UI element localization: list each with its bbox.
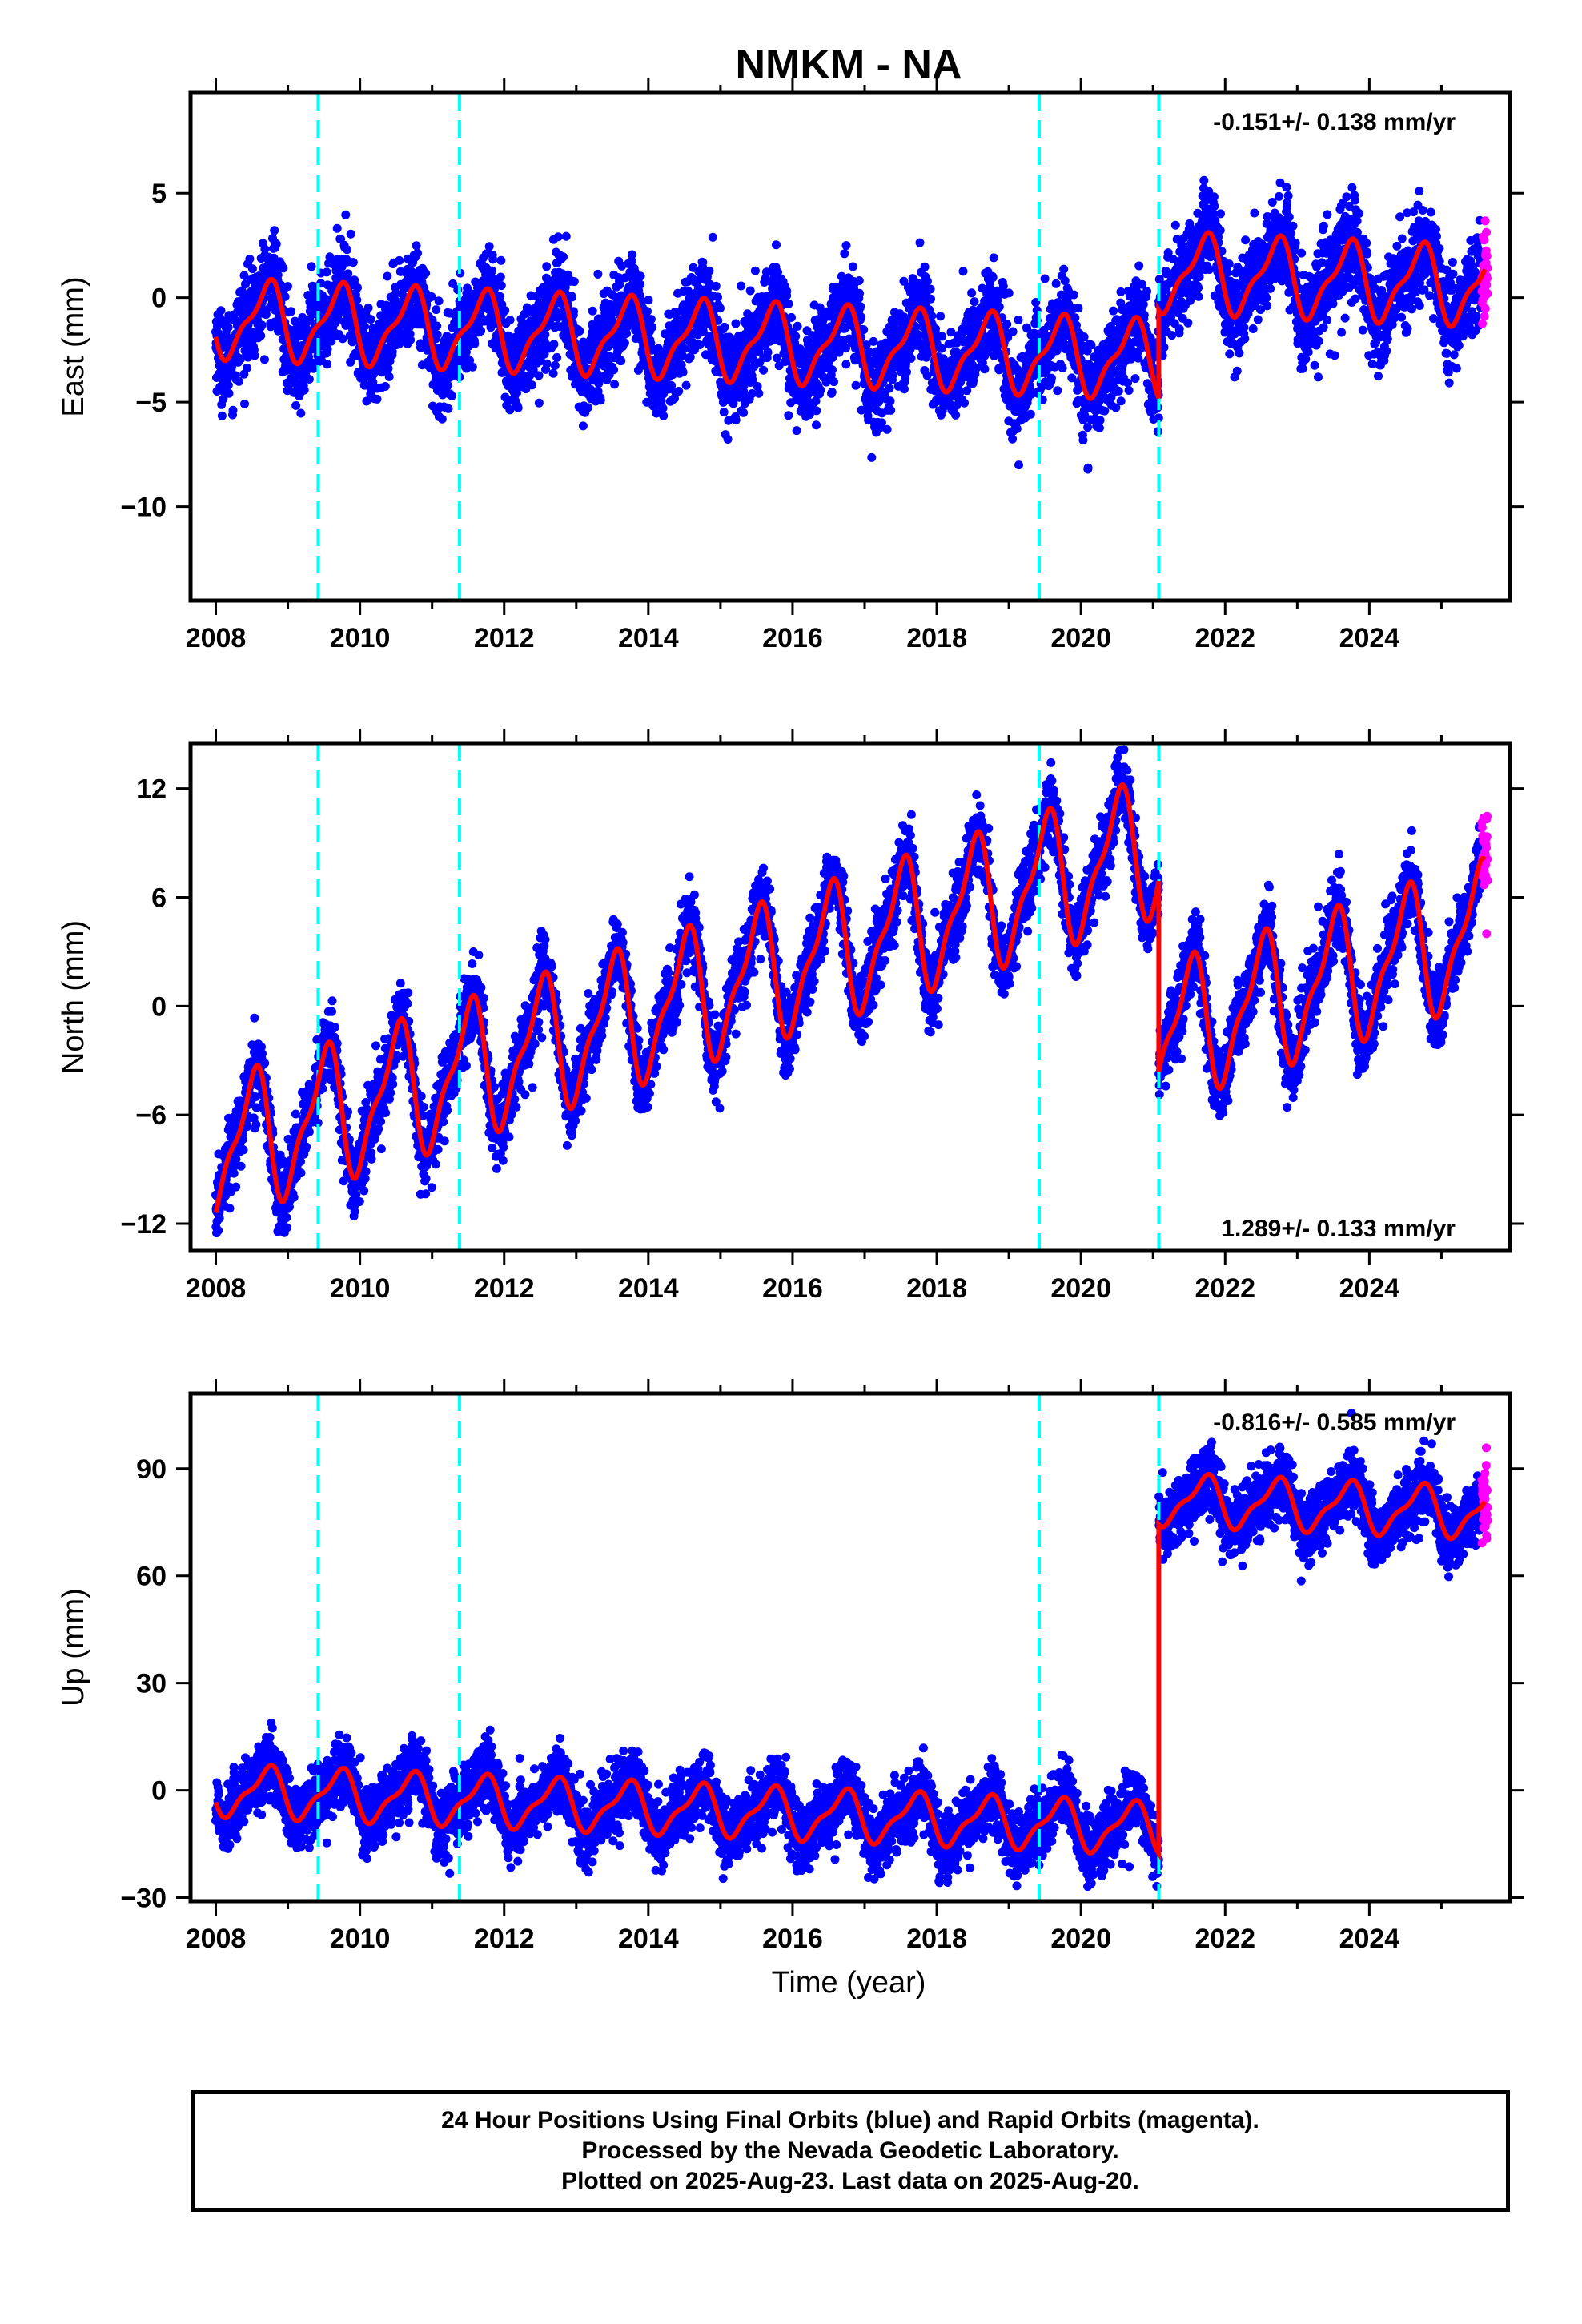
y-tick-label: −6	[135, 1100, 167, 1131]
panel-up: 2008 2010 2012 2014 2016 2018 2020 2022 2024 −30 0…	[57, 1379, 1524, 1954]
y-tick-label: 30	[136, 1669, 167, 1699]
y-tick-label: 12	[136, 774, 167, 805]
x-tick-label: 2016	[762, 1924, 823, 1954]
rate-label: 1.289+/- 0.133 mm/yr	[1221, 1216, 1456, 1242]
model-fit-line	[213, 230, 1488, 401]
final-orbit-points	[211, 1409, 1492, 1892]
y-tick-label: 0	[151, 1776, 167, 1807]
rate-label: -0.816+/- 0.585 mm/yr	[1213, 1409, 1456, 1436]
x-tick-label: 2022	[1195, 623, 1255, 653]
x-axis-label: Time (year)	[772, 1966, 926, 2000]
footer-line-2: Processed by the Nevada Geodetic Laborat…	[581, 2137, 1119, 2164]
x-tick-label: 2008	[186, 1924, 247, 1954]
x-tick-label: 2020	[1050, 623, 1111, 653]
final-orbit-scatter	[211, 745, 1486, 1238]
x-tick-label: 2010	[330, 623, 391, 653]
x-tick-label: 2014	[618, 1273, 679, 1304]
panel-north: 2008 2010 2012 2014 2016 2018 2020 2022 2024 −12 −…	[57, 729, 1524, 1304]
final-orbit-scatter	[211, 1409, 1486, 1892]
y-tick-label: −5	[135, 388, 167, 418]
y-tick-label: −12	[120, 1209, 167, 1240]
y-tick-label: −30	[120, 1884, 167, 1914]
x-tick-label: 2018	[906, 1273, 967, 1304]
y-tick-label: 90	[136, 1454, 167, 1485]
x-tick-label: 2016	[762, 623, 823, 653]
y-tick-label: 60	[136, 1562, 167, 1592]
x-tick-label: 2018	[906, 623, 967, 653]
footer-caption: 24 Hour Positions Using Final Orbits (bl…	[191, 2090, 1510, 2212]
final-orbit-points	[211, 745, 1492, 1238]
x-tick-label: 2020	[1050, 1273, 1111, 1304]
y-axis-label: East (mm)	[57, 276, 90, 416]
x-tick-label: 2012	[474, 623, 535, 653]
plot-frame	[188, 90, 1512, 603]
y-tick-label: −10	[120, 493, 167, 523]
y-tick-label: 0	[151, 991, 167, 1022]
plot-frame	[188, 741, 1512, 1253]
footer-line-3: Plotted on 2025-Aug-23. Last data on 202…	[561, 2168, 1139, 2194]
y-axis-label: Up (mm)	[57, 1588, 90, 1707]
x-tick-label: 2024	[1339, 1924, 1400, 1954]
x-tick-label: 2008	[186, 1273, 247, 1304]
x-tick-label: 2024	[1339, 1273, 1400, 1304]
x-tick-label: 2014	[618, 1924, 679, 1954]
rapid-orbit-scatter	[1477, 1443, 1492, 1548]
final-orbit-points	[211, 175, 1492, 474]
x-tick-label: 2018	[906, 1924, 967, 1954]
x-tick-label: 2010	[330, 1273, 391, 1304]
model-fit-line	[213, 1471, 1488, 1862]
panels: 2008 2010 2012 2014 2016 2018 2020 2022 2024 −10 −…	[57, 78, 1524, 1954]
panel-east: 2008 2010 2012 2014 2016 2018 2020 2022 2024 −10 −…	[57, 78, 1524, 653]
x-tick-label: 2012	[474, 1924, 535, 1954]
final-orbit-scatter	[211, 175, 1486, 474]
x-tick-label: 2014	[618, 623, 679, 653]
x-tick-label: 2022	[1195, 1924, 1255, 1954]
x-tick-label: 2016	[762, 1273, 823, 1304]
plot-frame	[188, 1391, 1512, 1904]
x-tick-label: 2012	[474, 1273, 535, 1304]
y-tick-label: 6	[151, 883, 167, 913]
y-tick-label: 0	[151, 283, 167, 314]
x-tick-label: 2008	[186, 623, 247, 653]
y-axis-label: North (mm)	[57, 920, 90, 1074]
chart-title: NMKM - NA	[735, 42, 962, 88]
x-tick-label: 2010	[330, 1924, 391, 1954]
x-tick-label: 2022	[1195, 1273, 1255, 1304]
footer-line-1: 24 Hour Positions Using Final Orbits (bl…	[441, 2107, 1259, 2133]
rapid-orbit-scatter	[1477, 811, 1492, 939]
rate-label: -0.151+/- 0.138 mm/yr	[1213, 109, 1456, 135]
x-tick-label: 2024	[1339, 623, 1400, 653]
x-tick-label: 2020	[1050, 1924, 1111, 1954]
y-tick-label: 5	[151, 179, 167, 209]
model-fit-line	[213, 782, 1487, 1214]
